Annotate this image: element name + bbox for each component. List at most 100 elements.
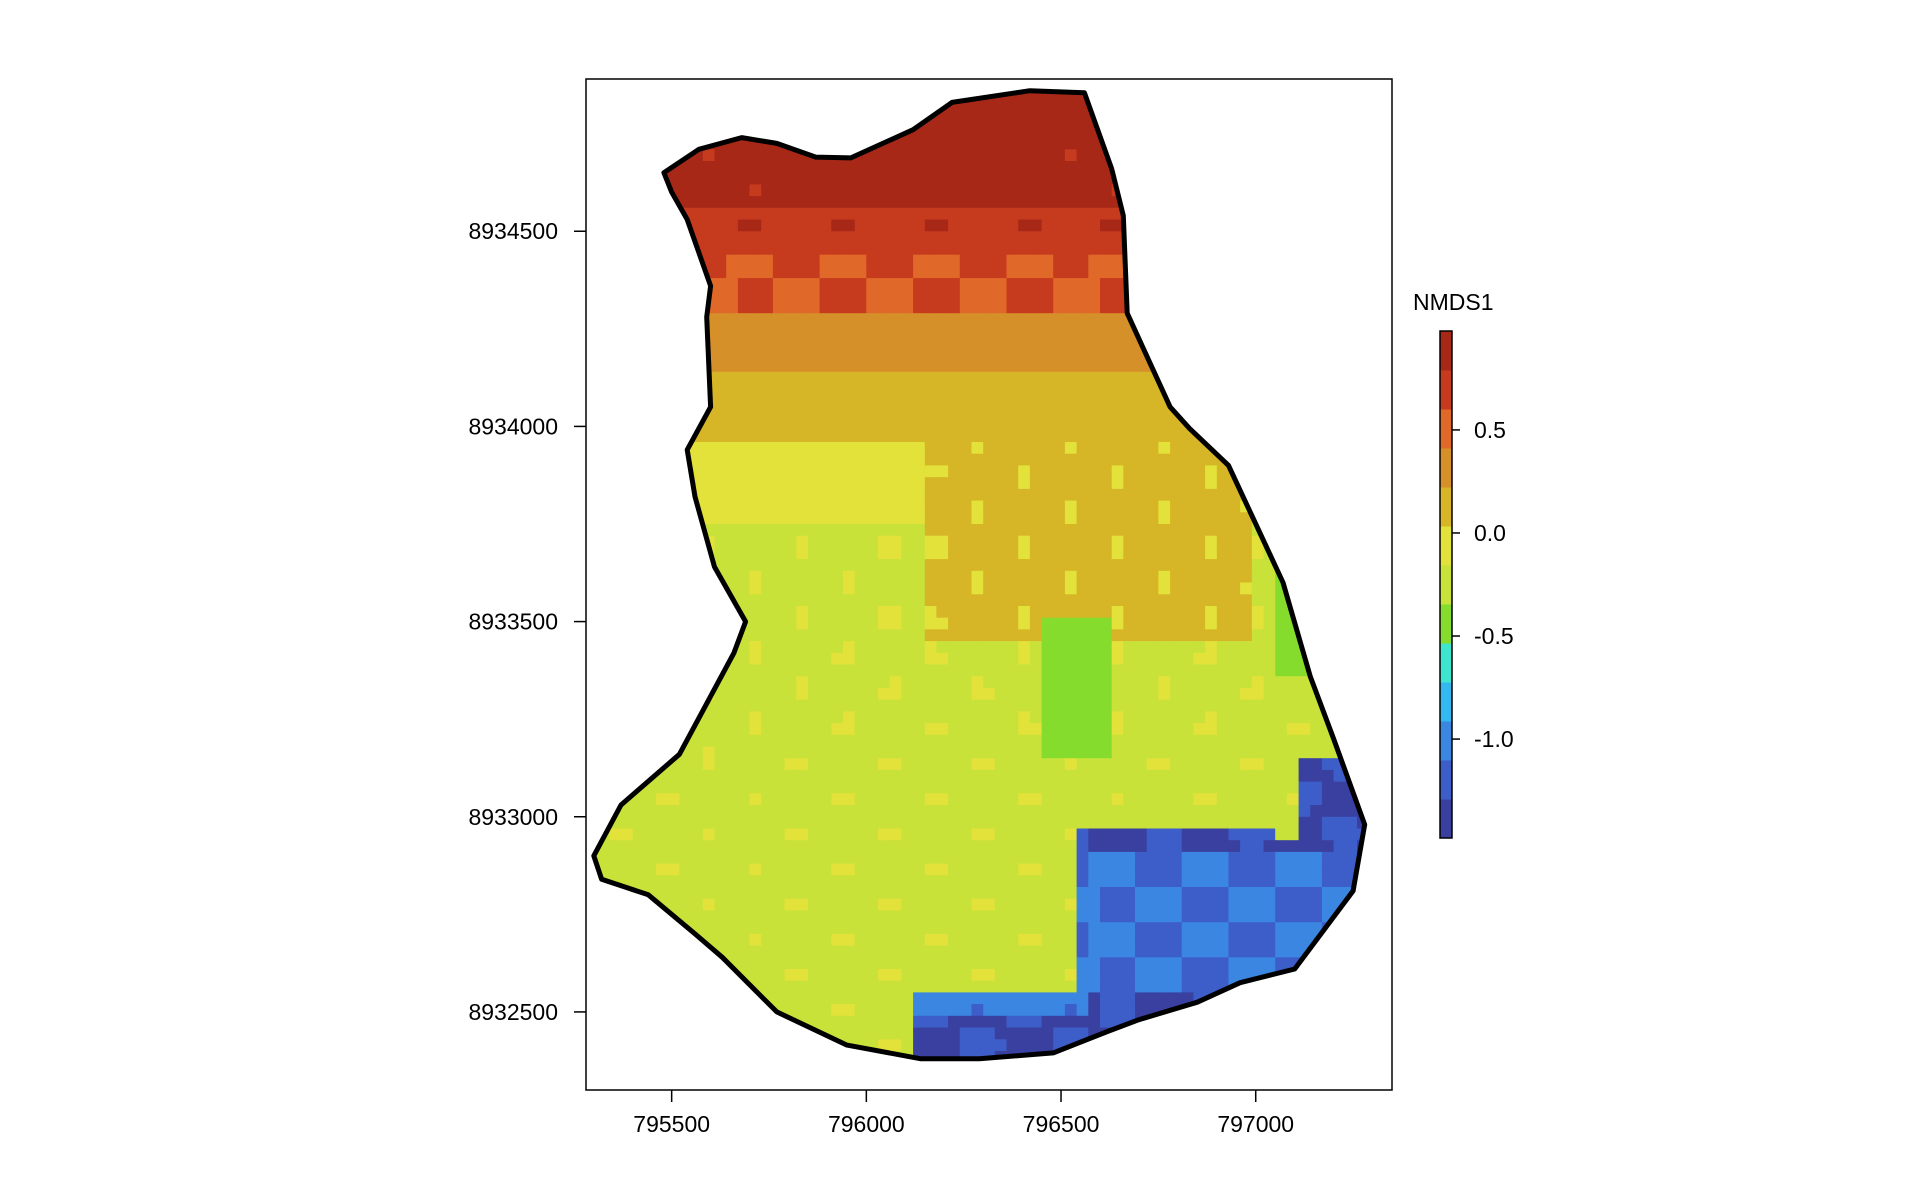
raster-cell xyxy=(1029,313,1043,326)
raster-cell xyxy=(1181,161,1194,174)
raster-cell xyxy=(866,535,879,548)
raster-cell xyxy=(593,313,599,326)
raster-cell xyxy=(737,184,751,197)
raster-cell xyxy=(726,289,739,303)
raster-cell xyxy=(714,922,727,935)
raster-cell xyxy=(1205,828,1218,841)
raster-cell xyxy=(924,406,938,420)
raster-cell xyxy=(1076,828,1089,841)
raster-cell xyxy=(772,219,786,232)
raster-cell xyxy=(1076,102,1089,115)
raster-cell xyxy=(644,125,657,139)
raster-cell xyxy=(1286,125,1300,139)
raster-cell xyxy=(679,898,692,911)
raster-cell xyxy=(1216,500,1230,513)
raster-cell xyxy=(1298,125,1311,139)
raster-cell xyxy=(1380,875,1392,887)
raster-cell xyxy=(1111,348,1124,361)
raster-cell xyxy=(807,699,821,712)
raster-cell xyxy=(593,442,599,455)
raster-cell xyxy=(1193,477,1206,490)
raster-cell xyxy=(609,840,622,853)
raster-cell xyxy=(866,465,879,478)
raster-cell xyxy=(1193,793,1206,806)
raster-cell xyxy=(1076,219,1089,232)
raster-cell xyxy=(1018,840,1031,853)
raster-cell xyxy=(632,231,645,244)
raster-cell xyxy=(1240,828,1253,841)
raster-cell xyxy=(1135,219,1148,232)
raster-cell xyxy=(772,289,786,303)
raster-cell xyxy=(1380,665,1392,677)
raster-cell xyxy=(936,769,949,783)
raster-cell xyxy=(1006,524,1019,537)
raster-cell xyxy=(1100,196,1113,209)
raster-cell xyxy=(656,442,669,455)
raster-cell xyxy=(667,254,681,267)
raster-cell xyxy=(609,887,622,900)
raster-cell xyxy=(959,699,973,712)
raster-cell xyxy=(749,383,762,396)
raster-cell xyxy=(796,371,809,385)
raster-cell xyxy=(913,711,926,724)
raster-cell xyxy=(1111,114,1124,127)
raster-cell xyxy=(1170,606,1183,619)
raster-cell xyxy=(1076,231,1089,244)
raster-cell xyxy=(1228,769,1241,783)
raster-cell xyxy=(901,887,914,900)
raster-cell xyxy=(632,465,645,478)
raster-cell xyxy=(726,863,739,876)
raster-cell xyxy=(1158,816,1171,830)
raster-cell xyxy=(632,606,645,619)
raster-cell xyxy=(1216,196,1230,209)
raster-cell xyxy=(843,641,856,654)
raster-cell xyxy=(702,828,716,841)
raster-cell xyxy=(1146,687,1159,701)
raster-cell xyxy=(1123,371,1136,385)
raster-cell xyxy=(1053,547,1066,560)
raster-cell xyxy=(621,278,634,291)
raster-cell xyxy=(702,781,716,794)
raster-cell xyxy=(1076,289,1089,303)
raster-cell xyxy=(1228,582,1241,595)
raster-cell xyxy=(597,161,610,174)
raster-cell xyxy=(749,254,762,267)
raster-cell xyxy=(983,242,996,256)
raster-cell xyxy=(1380,290,1392,302)
raster-cell xyxy=(1029,629,1043,642)
raster-cell xyxy=(1251,301,1265,314)
raster-cell xyxy=(1380,711,1392,723)
raster-cell xyxy=(854,734,867,748)
raster-cell xyxy=(737,383,751,396)
raster-cell xyxy=(1286,184,1300,197)
raster-cell xyxy=(1205,524,1218,537)
raster-cell xyxy=(1064,547,1078,560)
raster-cell xyxy=(854,559,867,572)
raster-cell xyxy=(1333,348,1346,361)
raster-cell xyxy=(1263,301,1276,314)
raster-cell xyxy=(621,898,634,911)
raster-cell xyxy=(1216,570,1230,584)
raster-cell xyxy=(1369,149,1381,161)
raster-cell xyxy=(1193,219,1206,232)
raster-cell xyxy=(807,746,821,759)
raster-cell xyxy=(679,805,692,818)
raster-cell xyxy=(948,699,961,712)
raster-cell xyxy=(1076,559,1089,572)
raster-cell xyxy=(807,524,821,537)
raster-cell xyxy=(609,266,622,279)
raster-cell xyxy=(1006,395,1019,408)
raster-cell xyxy=(1076,196,1089,209)
raster-cell xyxy=(843,453,856,466)
raster-cell xyxy=(632,418,645,431)
raster-cell xyxy=(1205,805,1218,818)
raster-cell xyxy=(1123,348,1136,361)
raster-cell xyxy=(609,254,622,267)
raster-cell xyxy=(737,512,751,525)
raster-cell xyxy=(878,641,891,654)
raster-cell xyxy=(1076,769,1089,783)
raster-cell xyxy=(1100,114,1113,127)
raster-cell xyxy=(1251,781,1265,794)
raster-cell xyxy=(1321,219,1335,232)
raster-cell xyxy=(948,465,961,478)
